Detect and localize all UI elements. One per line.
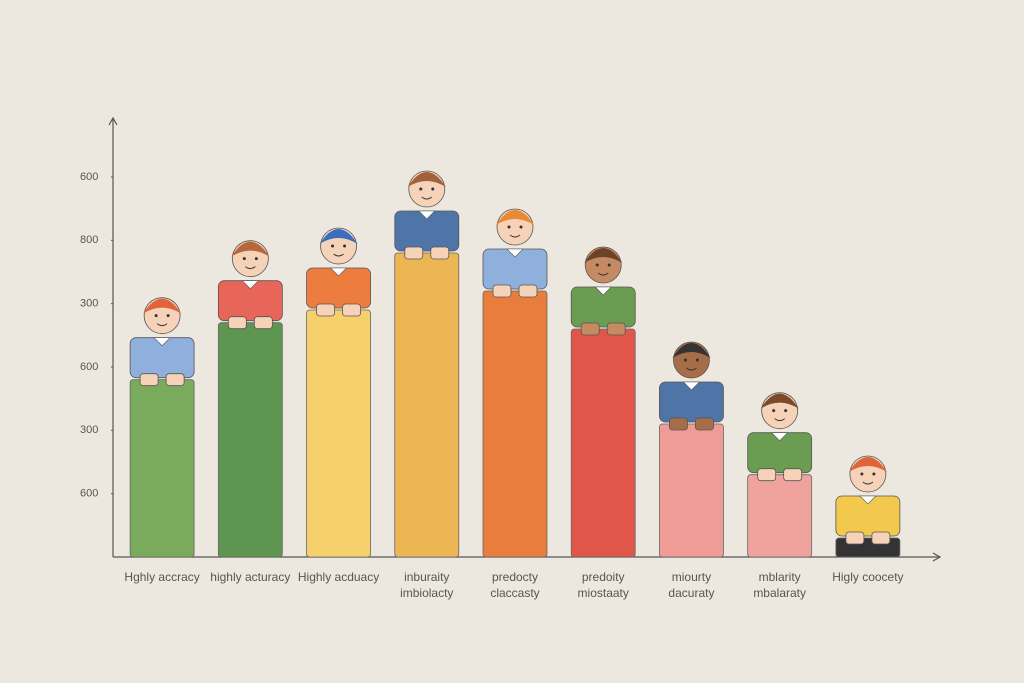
eye (695, 358, 699, 362)
hand (404, 246, 424, 260)
mouth (156, 323, 168, 327)
bar (570, 328, 636, 558)
x-tick-label: Highly acduacy (297, 570, 380, 584)
y-tick-label: 600 (80, 361, 98, 373)
collar (682, 381, 701, 391)
bar (659, 423, 724, 558)
eye (343, 244, 347, 248)
mouth (245, 266, 256, 270)
y-tick-label: 600 (80, 171, 98, 183)
collar (153, 337, 171, 347)
eye (683, 358, 687, 362)
hand (227, 316, 247, 330)
hand (139, 373, 159, 387)
eye (431, 187, 435, 191)
mouth (421, 196, 433, 200)
eye (519, 225, 523, 229)
hand (669, 417, 688, 431)
hand (253, 316, 273, 330)
mouth (509, 234, 521, 238)
mouth (597, 272, 609, 276)
hand (165, 373, 185, 387)
hand (871, 531, 891, 545)
hair (496, 210, 534, 225)
hair (143, 298, 182, 314)
x-tick-label: Hghly accracy (124, 570, 200, 584)
y-tick-label: 300 (80, 298, 98, 310)
x-tick-label: mblarity mbalaraty (753, 570, 806, 600)
y-tick-label: 600 (80, 488, 98, 500)
person-illustration (217, 240, 283, 330)
eye (872, 472, 876, 476)
eye (154, 314, 158, 318)
person-illustration (659, 341, 724, 431)
y-tick-label: 800 (80, 234, 98, 246)
hand (580, 322, 600, 336)
x-tick-label: inburaity imbiolacty (400, 570, 454, 600)
hair (848, 457, 887, 472)
bar (306, 309, 371, 558)
hand (783, 468, 803, 482)
hand (492, 284, 512, 298)
eye (607, 263, 611, 267)
collar (770, 432, 789, 442)
bar (394, 252, 460, 558)
bar (747, 474, 813, 558)
eye (784, 409, 788, 413)
eye (419, 187, 423, 191)
person-illustration (747, 392, 813, 482)
eye (772, 409, 776, 413)
person-illustration (570, 246, 636, 336)
hair (407, 172, 446, 187)
eye (331, 244, 335, 248)
eye (595, 263, 599, 267)
person-illustration (482, 208, 548, 298)
hand (518, 284, 538, 298)
collar (329, 267, 348, 277)
collar (859, 495, 877, 505)
hand (845, 531, 865, 545)
hair (319, 229, 358, 244)
eye (254, 257, 258, 261)
hair (760, 393, 799, 409)
bar (482, 290, 548, 558)
collar (594, 286, 612, 296)
y-tick-label: 300 (80, 424, 98, 436)
hand (606, 322, 626, 336)
bar (129, 379, 195, 558)
x-tick-label: predoity miostaaty (577, 570, 629, 600)
eye (166, 314, 170, 318)
x-tick-label: Higly coocety (832, 570, 904, 584)
eye (507, 225, 511, 229)
mouth (333, 253, 344, 257)
mouth (686, 367, 697, 371)
hair (231, 241, 270, 257)
person-illustration (129, 297, 195, 387)
x-tick-label: predocty claccasty (490, 570, 540, 600)
hand (342, 303, 361, 317)
eye (242, 257, 246, 261)
collar (241, 280, 260, 290)
hand (430, 246, 450, 260)
hair (584, 248, 623, 263)
collar (418, 210, 436, 220)
mouth (774, 418, 785, 422)
eye (860, 472, 864, 476)
hair (672, 343, 711, 358)
person-illustration (835, 455, 901, 545)
person-illustration (394, 170, 460, 260)
person-illustration (306, 227, 371, 317)
hand (695, 417, 714, 431)
collar (506, 248, 524, 258)
mouth (862, 481, 874, 485)
bar (217, 322, 283, 558)
x-tick-label: highly acturacy (210, 570, 291, 584)
hand (316, 303, 335, 317)
x-tick-label: miourty dacuraty (668, 570, 715, 600)
hand (757, 468, 777, 482)
